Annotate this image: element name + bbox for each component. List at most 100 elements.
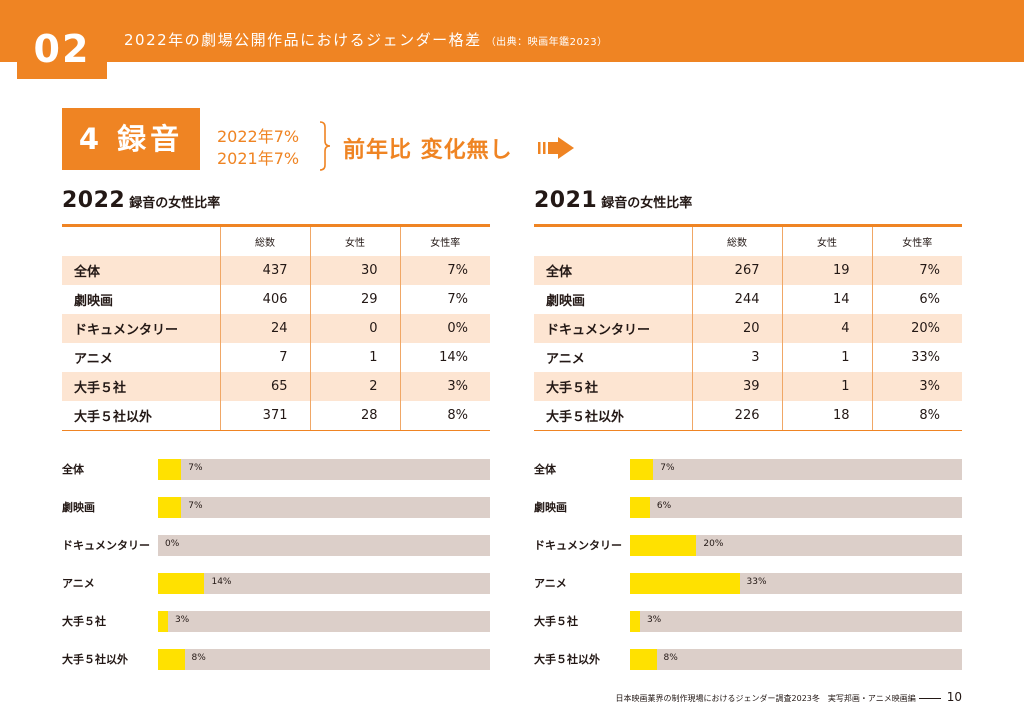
bar-category-label: アニメ — [62, 577, 95, 590]
page-title-text: 2022年の劇場公開作品におけるジェンダー格差 — [124, 31, 482, 49]
bar-row: 劇映画 6% — [534, 493, 962, 531]
bar-value-label: 20% — [703, 539, 724, 549]
header-bar: 2022年の劇場公開作品におけるジェンダー格差 （出典：映画年鑑2023） — [0, 0, 1024, 62]
cell-rate: 7% — [871, 256, 962, 285]
table-row: アニメ 3 1 33% — [534, 343, 962, 372]
panel-2022: 2022 録音の女性比率 総数 女性 女性率 全体 437 30 7% 劇映画 406 29… — [62, 188, 490, 431]
table-row: ドキュメンタリー 20 4 20% — [534, 314, 962, 343]
bar — [158, 573, 205, 594]
bar-track: 8% — [158, 649, 490, 670]
bar-track: 7% — [158, 497, 490, 518]
bar-track: 0% — [158, 535, 490, 556]
bar-row: ドキュメンタリー 0% — [62, 531, 490, 569]
row-label: 全体 — [62, 256, 220, 285]
panel-year: 2022 — [62, 188, 126, 213]
table-row: 大手５社 65 2 3% — [62, 372, 490, 401]
bar-category-label: アニメ — [534, 577, 567, 590]
bar-row: 大手５社以外 8% — [62, 645, 490, 683]
cell-female: 4 — [781, 314, 872, 343]
bar-category-label: 大手５社以外 — [62, 653, 128, 666]
row-label: 大手５社 — [62, 372, 220, 401]
bar — [630, 573, 740, 594]
header-blank — [534, 227, 692, 256]
cell-female: 2 — [309, 372, 400, 401]
row-label: 大手５社 — [534, 372, 692, 401]
cell-total: 24 — [219, 314, 310, 343]
table-row: 大手５社 39 1 3% — [534, 372, 962, 401]
bar-category-label: ドキュメンタリー — [62, 539, 150, 552]
bar-row: アニメ 33% — [534, 569, 962, 607]
column-header-female: 女性 — [781, 227, 872, 256]
table-row: 劇映画 244 14 6% — [534, 285, 962, 314]
footer: 日本映画業界の制作現場におけるジェンダー調査2023冬 実写邦画・アニメ映画編 1… — [616, 690, 962, 704]
bar-value-label: 7% — [188, 501, 203, 511]
bar-row: 大手５社 3% — [62, 607, 490, 645]
panel-title: 2021 録音の女性比率 — [534, 188, 962, 224]
bar-category-label: 大手５社以外 — [534, 653, 600, 666]
table-row: アニメ 7 1 14% — [62, 343, 490, 372]
cell-total: 20 — [691, 314, 782, 343]
bar — [158, 459, 182, 480]
bar-row: 大手５社 3% — [534, 607, 962, 645]
yoy-values: 2022年7% 2021年7% — [217, 126, 299, 170]
footer-text: 日本映画業界の制作現場におけるジェンダー調査2023冬 実写邦画・アニメ映画編 — [615, 694, 916, 703]
row-label: 大手５社以外 — [534, 401, 692, 431]
bar-row: アニメ 14% — [62, 569, 490, 607]
cell-rate: 0% — [399, 314, 490, 343]
data-table: 総数 女性 女性率 全体 267 19 7% 劇映画 244 14 6% ドキュメンタリー 2… — [534, 227, 962, 431]
panel-2021: 2021 録音の女性比率 総数 女性 女性率 全体 267 19 7% 劇映画 244 14… — [534, 188, 962, 431]
bar-track: 3% — [630, 611, 962, 632]
cell-rate: 3% — [871, 372, 962, 401]
row-label: ドキュメンタリー — [62, 314, 220, 343]
cell-female: 14 — [781, 285, 872, 314]
bar-category-label: 劇映画 — [62, 501, 95, 514]
cell-rate: 7% — [399, 285, 490, 314]
table-header-row: 総数 女性 女性率 — [534, 227, 962, 256]
bar — [630, 459, 654, 480]
bar-track: 20% — [630, 535, 962, 556]
page-title: 2022年の劇場公開作品におけるジェンダー格差 （出典：映画年鑑2023） — [124, 29, 608, 50]
cell-rate: 6% — [871, 285, 962, 314]
cell-female: 18 — [781, 401, 872, 431]
cell-total: 371 — [219, 401, 310, 431]
bar-track: 14% — [158, 573, 490, 594]
bar-value-label: 7% — [188, 463, 203, 473]
chapter-badge: 02 — [17, 17, 107, 79]
row-label: 大手５社以外 — [62, 401, 220, 431]
row-label: アニメ — [74, 352, 113, 367]
cell-female: 28 — [309, 401, 400, 431]
bar — [630, 649, 657, 670]
column-header-total: 総数 — [219, 227, 310, 256]
cell-total: 406 — [219, 285, 310, 314]
bar-category-label: 劇映画 — [534, 501, 567, 514]
brace-icon — [319, 121, 331, 171]
page-number: 10 — [946, 690, 962, 704]
yoy-result: 前年比 変化無し — [343, 138, 513, 163]
arrow-right-icon — [538, 137, 574, 159]
table-row: 全体 437 30 7% — [62, 256, 490, 285]
cell-female: 1 — [309, 343, 400, 372]
bar-value-label: 14% — [211, 577, 232, 587]
panel-title: 2022 録音の女性比率 — [62, 188, 490, 224]
cell-female: 29 — [309, 285, 400, 314]
section-label: 4 録音 — [62, 108, 200, 170]
header-blank — [62, 227, 220, 256]
bar — [158, 649, 185, 670]
bar-category-label: 全体 — [534, 463, 556, 476]
yoy-2022: 2022年7% — [217, 127, 300, 146]
bar — [630, 497, 650, 518]
cell-female: 1 — [781, 343, 872, 372]
panel-rule — [534, 224, 962, 227]
bar-track: 7% — [630, 459, 962, 480]
panel-year: 2021 — [534, 188, 598, 213]
bar-category-label: ドキュメンタリー — [534, 539, 622, 552]
bar-track: 8% — [630, 649, 962, 670]
source-note: （出典：映画年鑑2023） — [485, 37, 608, 48]
cell-rate: 8% — [871, 401, 962, 431]
bar-value-label: 33% — [746, 577, 767, 587]
column-header-rate: 女性率 — [871, 227, 962, 256]
table-row: 全体 267 19 7% — [534, 256, 962, 285]
panel-rule — [62, 224, 490, 227]
cell-rate: 8% — [399, 401, 490, 431]
row-label: アニメ — [546, 352, 585, 367]
